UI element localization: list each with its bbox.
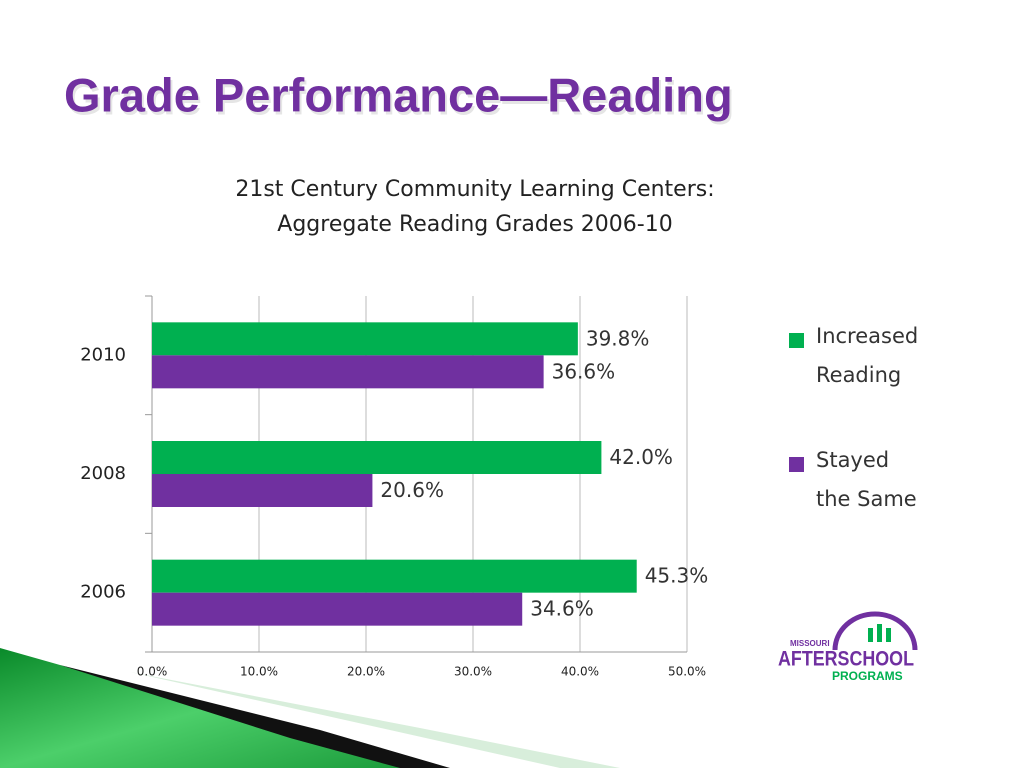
logo-text: PROGRAMS	[832, 669, 903, 683]
legend-swatch	[789, 333, 804, 348]
decoration	[130, 672, 620, 768]
y-tick-label: 2008	[80, 463, 126, 484]
slide-title: Grade Performance—Reading	[64, 68, 733, 121]
bar	[152, 592, 523, 626]
chart-title: Aggregate Reading Grades 2006-10	[277, 212, 672, 237]
value-label: 20.6%	[380, 478, 444, 502]
decoration	[60, 665, 450, 768]
x-tick-label: 20.0%	[347, 665, 385, 679]
value-label: 39.8%	[586, 326, 650, 350]
logo-text: AFTERSCHOOL	[778, 648, 914, 671]
bar	[152, 355, 544, 389]
logo-text: MISSOURI	[790, 639, 830, 648]
decoration	[0, 648, 420, 768]
bar	[152, 559, 637, 593]
logo: MISSOURI AFTERSCHOOL PROGRAMS	[778, 611, 918, 683]
bar	[152, 474, 373, 507]
bar	[152, 322, 578, 356]
legend-label: Stayed the Same	[816, 448, 917, 511]
chart-title: 21st Century Community Learning Centers:	[235, 177, 714, 202]
value-label: 34.6%	[530, 597, 594, 621]
bar	[152, 441, 602, 474]
legend-label: Increased Reading	[816, 324, 918, 387]
value-label: 36.6%	[552, 359, 616, 383]
x-tick-label: 40.0%	[561, 665, 599, 679]
value-label: 42.0%	[609, 445, 673, 469]
y-tick-label: 2010	[80, 344, 126, 365]
x-tick-label: 10.0%	[240, 665, 278, 679]
x-tick-label: 50.0%	[668, 665, 706, 679]
x-tick-label: 30.0%	[454, 665, 492, 679]
legend-swatch	[789, 457, 804, 472]
title-shadow: Grade Performance—Reading	[66, 71, 735, 124]
value-label: 45.3%	[645, 564, 709, 588]
y-tick-label: 2006	[80, 582, 126, 603]
x-tick-label: 0.0%	[137, 665, 168, 679]
